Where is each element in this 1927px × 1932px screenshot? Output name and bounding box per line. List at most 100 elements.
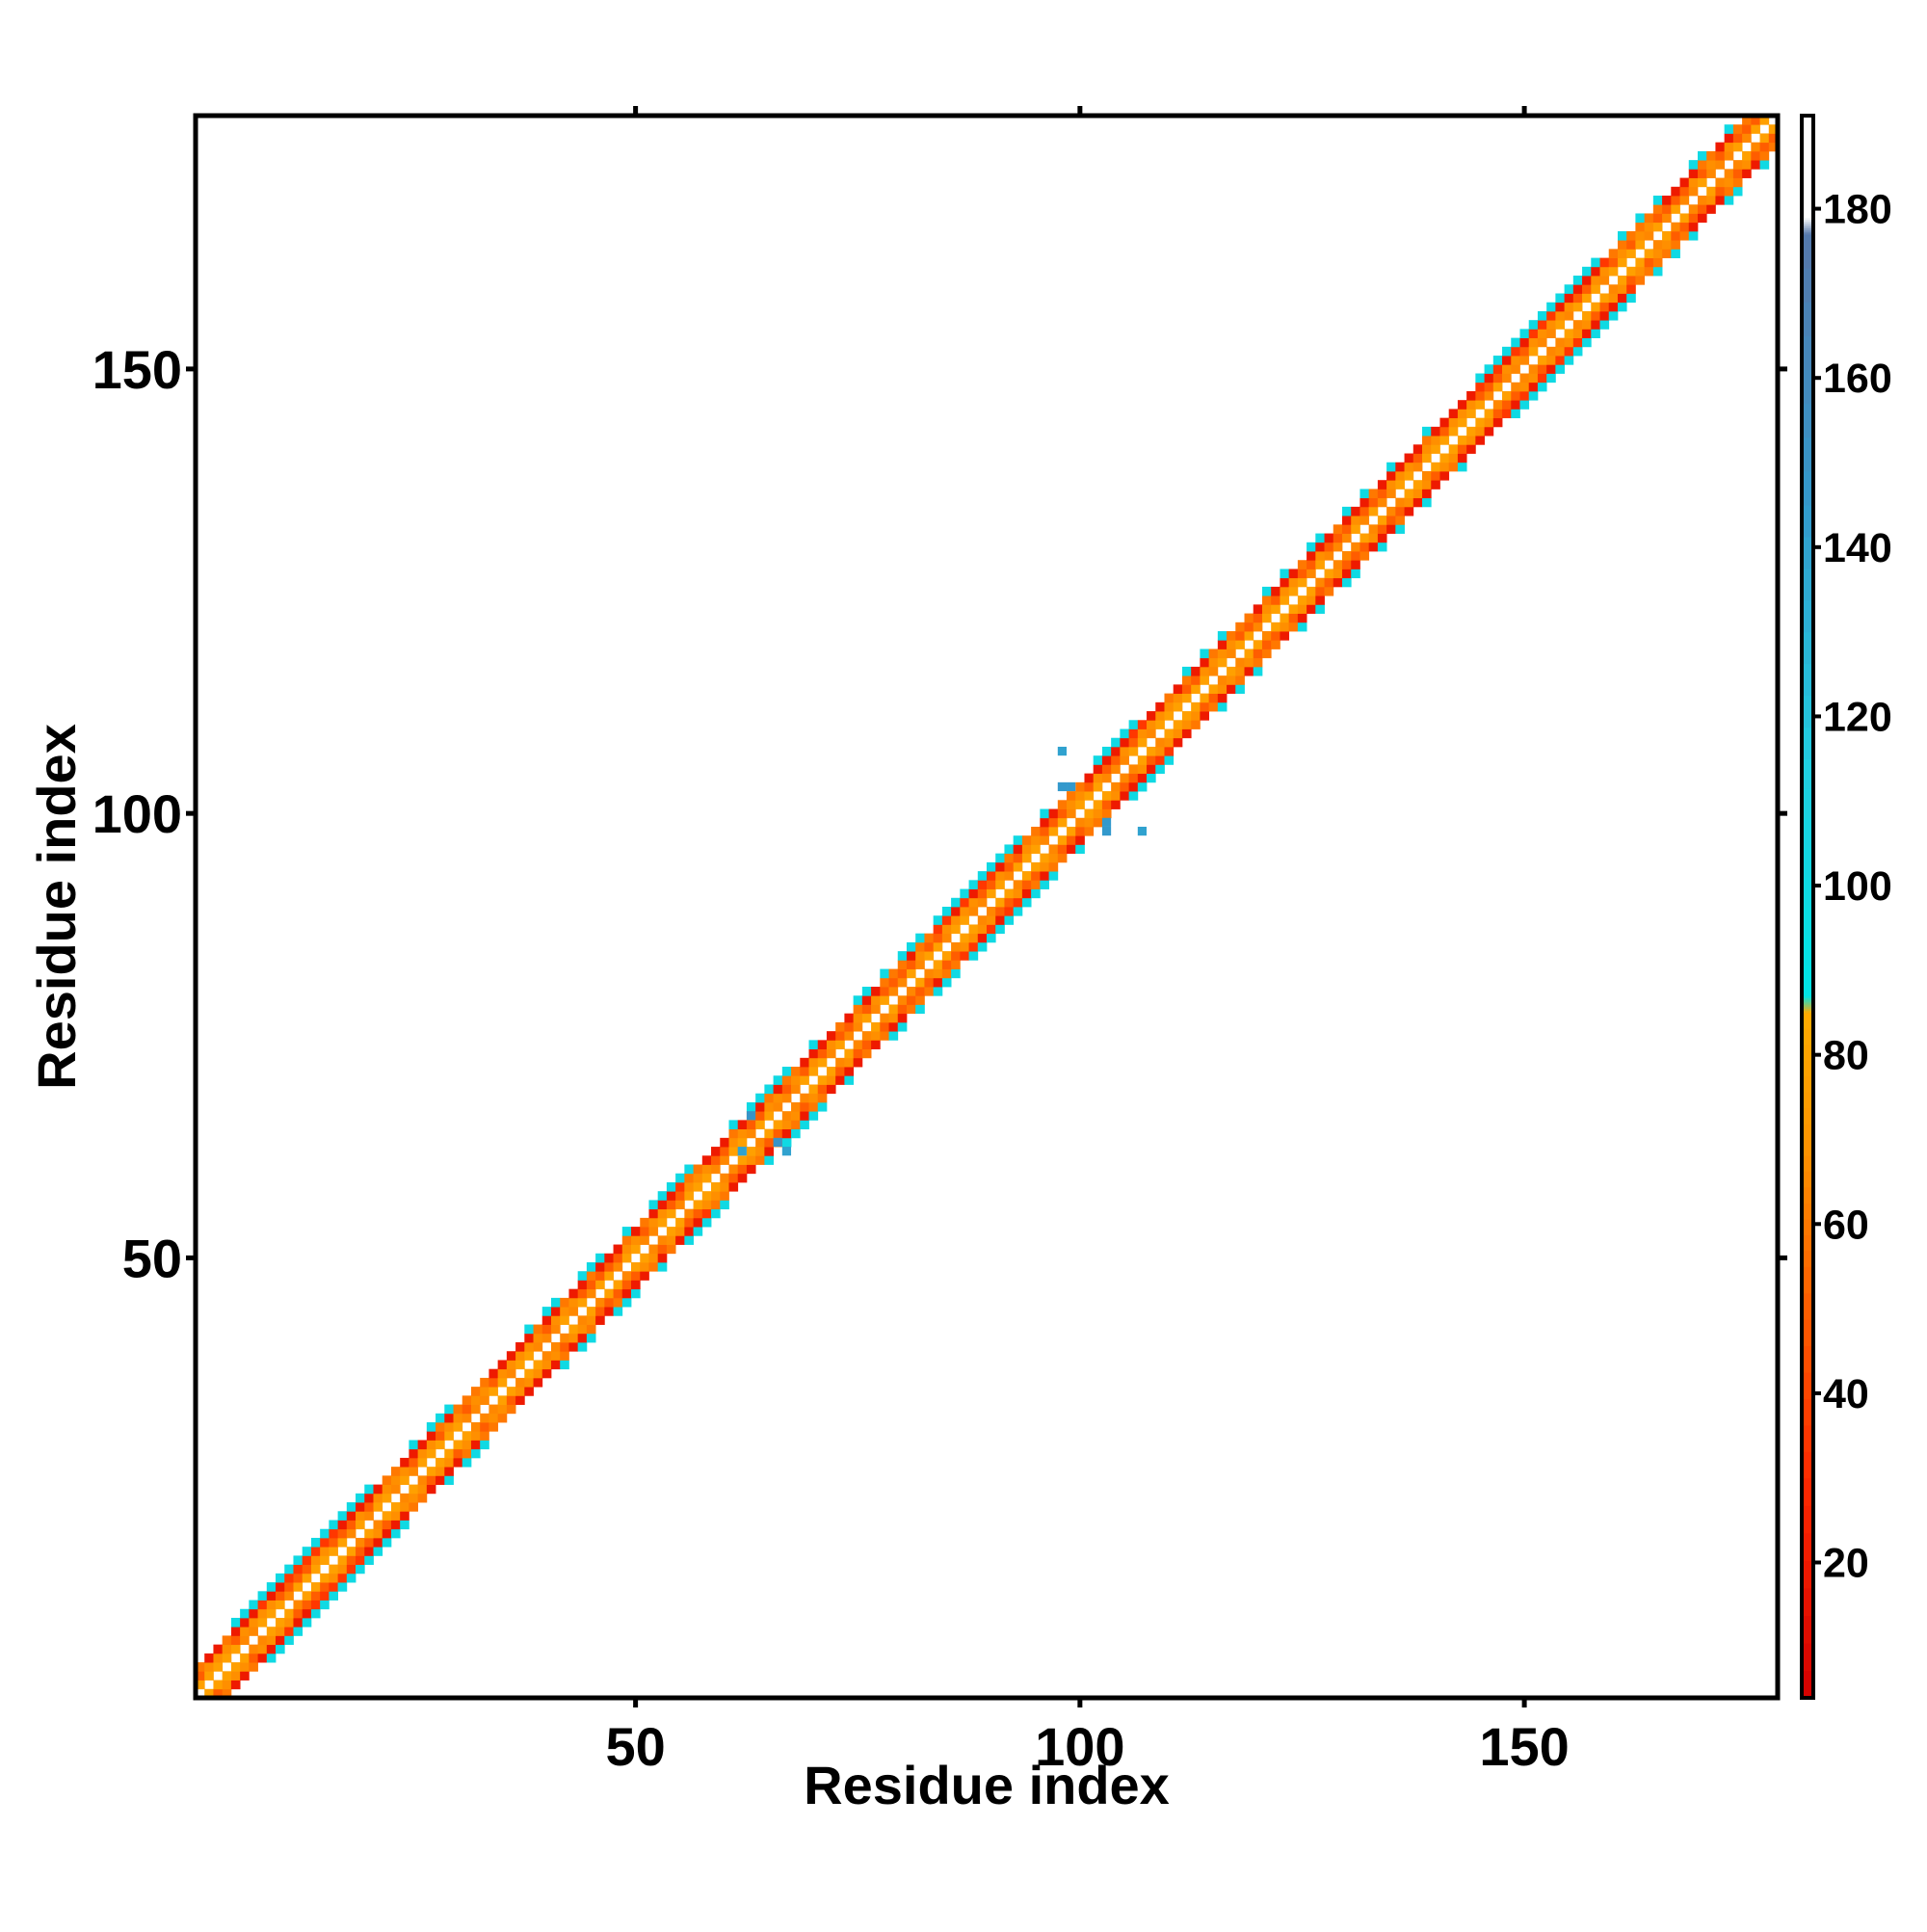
heatmap-cell	[1644, 257, 1654, 268]
heatmap-cell	[1341, 533, 1352, 543]
heatmap-cell	[1412, 480, 1423, 490]
heatmap-cell	[337, 1511, 348, 1521]
heatmap-cell	[196, 1671, 205, 1681]
heatmap-cell	[541, 1351, 552, 1361]
heatmap-cell	[1511, 382, 1520, 392]
heatmap-cell	[533, 1324, 543, 1335]
heatmap-cell	[1412, 462, 1423, 472]
heatmap-cell	[1466, 426, 1476, 437]
heatmap-cell	[1217, 631, 1227, 641]
heatmap-cell	[728, 1181, 739, 1192]
heatmap-cell	[1492, 409, 1503, 419]
heatmap-cell	[1715, 160, 1726, 170]
heatmap-cell	[426, 1484, 436, 1495]
heatmap-cell	[853, 995, 863, 1005]
heatmap-cell	[1315, 604, 1325, 614]
heatmap-cell	[1120, 773, 1129, 783]
heatmap-cell	[1715, 177, 1726, 188]
heatmap-cell	[888, 987, 899, 996]
heatmap-cell	[897, 951, 908, 961]
heatmap-cell	[1324, 551, 1334, 561]
heatmap-cell	[1466, 409, 1476, 419]
heatmap-cell	[1511, 409, 1520, 419]
heatmap-cell	[728, 1128, 739, 1139]
heatmap-cell	[1537, 382, 1547, 392]
heatmap-cell	[1147, 746, 1156, 756]
heatmap-cell	[1671, 186, 1680, 197]
heatmap-cell	[1599, 266, 1610, 277]
y-axis-title: Residue index	[26, 724, 87, 1090]
heatmap-cell	[1751, 124, 1760, 134]
heatmap-cell	[1351, 506, 1360, 516]
heatmap-cell	[1111, 781, 1121, 792]
heatmap-cell	[1021, 888, 1032, 899]
heatmap-cell	[1181, 684, 1192, 694]
heatmap-cell	[329, 1591, 338, 1601]
heatmap-cell	[550, 1360, 561, 1370]
heatmap-cell	[1404, 489, 1414, 499]
heatmap-cell	[1307, 586, 1316, 596]
heatmap-cell	[560, 1333, 569, 1343]
heatmap-cell	[657, 1253, 668, 1263]
heatmap-cell	[1582, 293, 1592, 304]
heatmap-cell	[1324, 569, 1334, 579]
heatmap-cell	[1511, 356, 1520, 365]
heatmap-cell	[1439, 453, 1450, 463]
heatmap-cell	[302, 1591, 312, 1601]
heatmap-cell	[1164, 755, 1175, 765]
heatmap-cell	[1244, 657, 1254, 668]
colorbar-segment	[1802, 403, 1813, 438]
heatmap-cell	[613, 1253, 623, 1263]
heatmap-cell	[1333, 569, 1343, 579]
heatmap-cell	[835, 1021, 845, 1032]
heatmap-cell	[417, 1440, 428, 1450]
heatmap-cell	[987, 924, 996, 935]
heatmap-cell	[1280, 586, 1290, 596]
heatmap-cell	[1181, 720, 1192, 729]
heatmap-cell	[1200, 693, 1210, 703]
heatmap-cell	[364, 1555, 374, 1566]
heatmap-cell	[1137, 728, 1148, 739]
heatmap-cell	[897, 968, 908, 979]
heatmap-cell	[853, 1021, 863, 1032]
heatmap-cell	[755, 1137, 765, 1148]
heatmap-cell	[249, 1644, 258, 1654]
colorbar-segment	[1802, 966, 1813, 996]
heatmap-cell	[1502, 409, 1512, 419]
heatmap-cell	[631, 1235, 641, 1245]
heatmap-cell	[1048, 871, 1059, 881]
heatmap-cell	[382, 1484, 392, 1495]
heatmap-cell	[657, 1261, 668, 1272]
heatmap-cell	[337, 1520, 348, 1530]
heatmap-cell	[577, 1288, 588, 1299]
heatmap-cell	[880, 968, 889, 979]
heatmap-cell	[1395, 480, 1405, 490]
heatmap-cell	[1555, 356, 1565, 365]
heatmap-cell	[204, 1688, 214, 1699]
heatmap-cell	[693, 1227, 703, 1236]
heatmap-cell	[595, 1315, 605, 1325]
heatmap-cell	[213, 1688, 224, 1699]
heatmap-cell	[1528, 337, 1539, 348]
heatmap-cell	[1155, 755, 1165, 765]
heatmap-cell	[880, 1031, 889, 1041]
heatmap-cell	[364, 1502, 374, 1512]
heatmap-cell	[488, 1368, 499, 1379]
heatmap-cell	[284, 1582, 294, 1592]
heatmap-cell	[915, 941, 925, 952]
heatmap-cell	[1679, 230, 1690, 241]
heatmap-cell	[1280, 569, 1290, 579]
heatmap-cell	[284, 1627, 294, 1636]
heatmap-cell	[1244, 648, 1254, 659]
heatmap-cell	[1208, 648, 1219, 659]
heatmap-cell	[1208, 684, 1219, 694]
heatmap-cell	[1572, 346, 1583, 357]
heatmap-cell	[541, 1333, 552, 1343]
heatmap-cell	[826, 1067, 836, 1076]
heatmap-cell	[977, 897, 988, 908]
heatmap-cell	[382, 1520, 392, 1530]
heatmap-cell	[426, 1467, 436, 1476]
heatmap-cell	[426, 1422, 436, 1432]
heatmap-cell	[755, 1111, 765, 1121]
heatmap-cell	[1466, 400, 1476, 410]
